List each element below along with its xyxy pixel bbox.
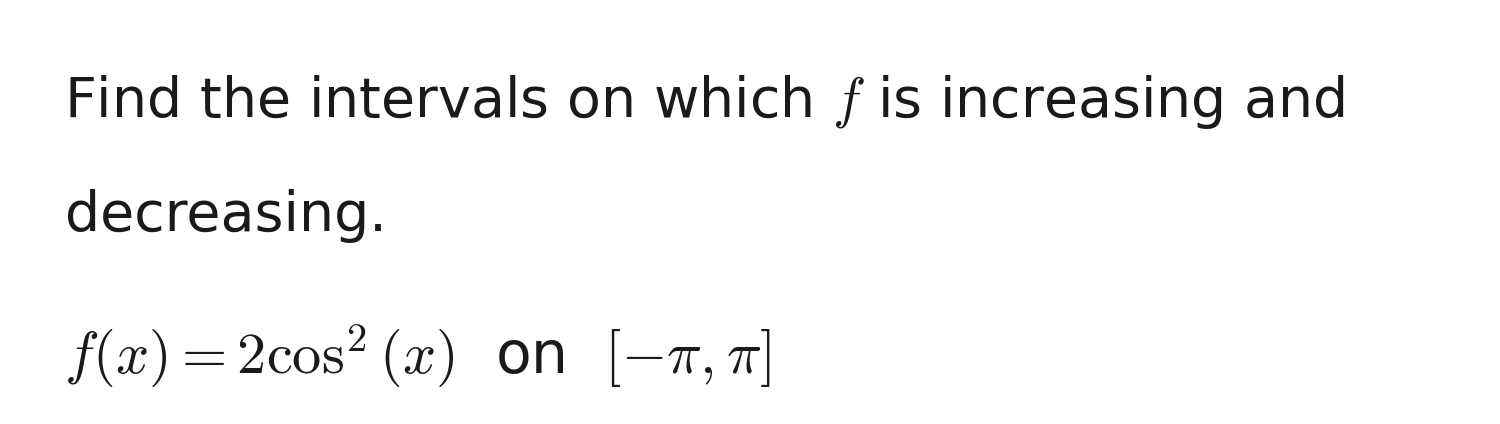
Text: Find the intervals on which $\mathit{f}$ is increasing and: Find the intervals on which $\mathit{f}$…	[64, 73, 1346, 131]
Text: $f(x) = 2\cos^2(x)$  on  $[-\pi, \pi]$: $f(x) = 2\cos^2(x)$ on $[-\pi, \pi]$	[64, 323, 771, 390]
Text: decreasing.: decreasing.	[64, 189, 387, 243]
